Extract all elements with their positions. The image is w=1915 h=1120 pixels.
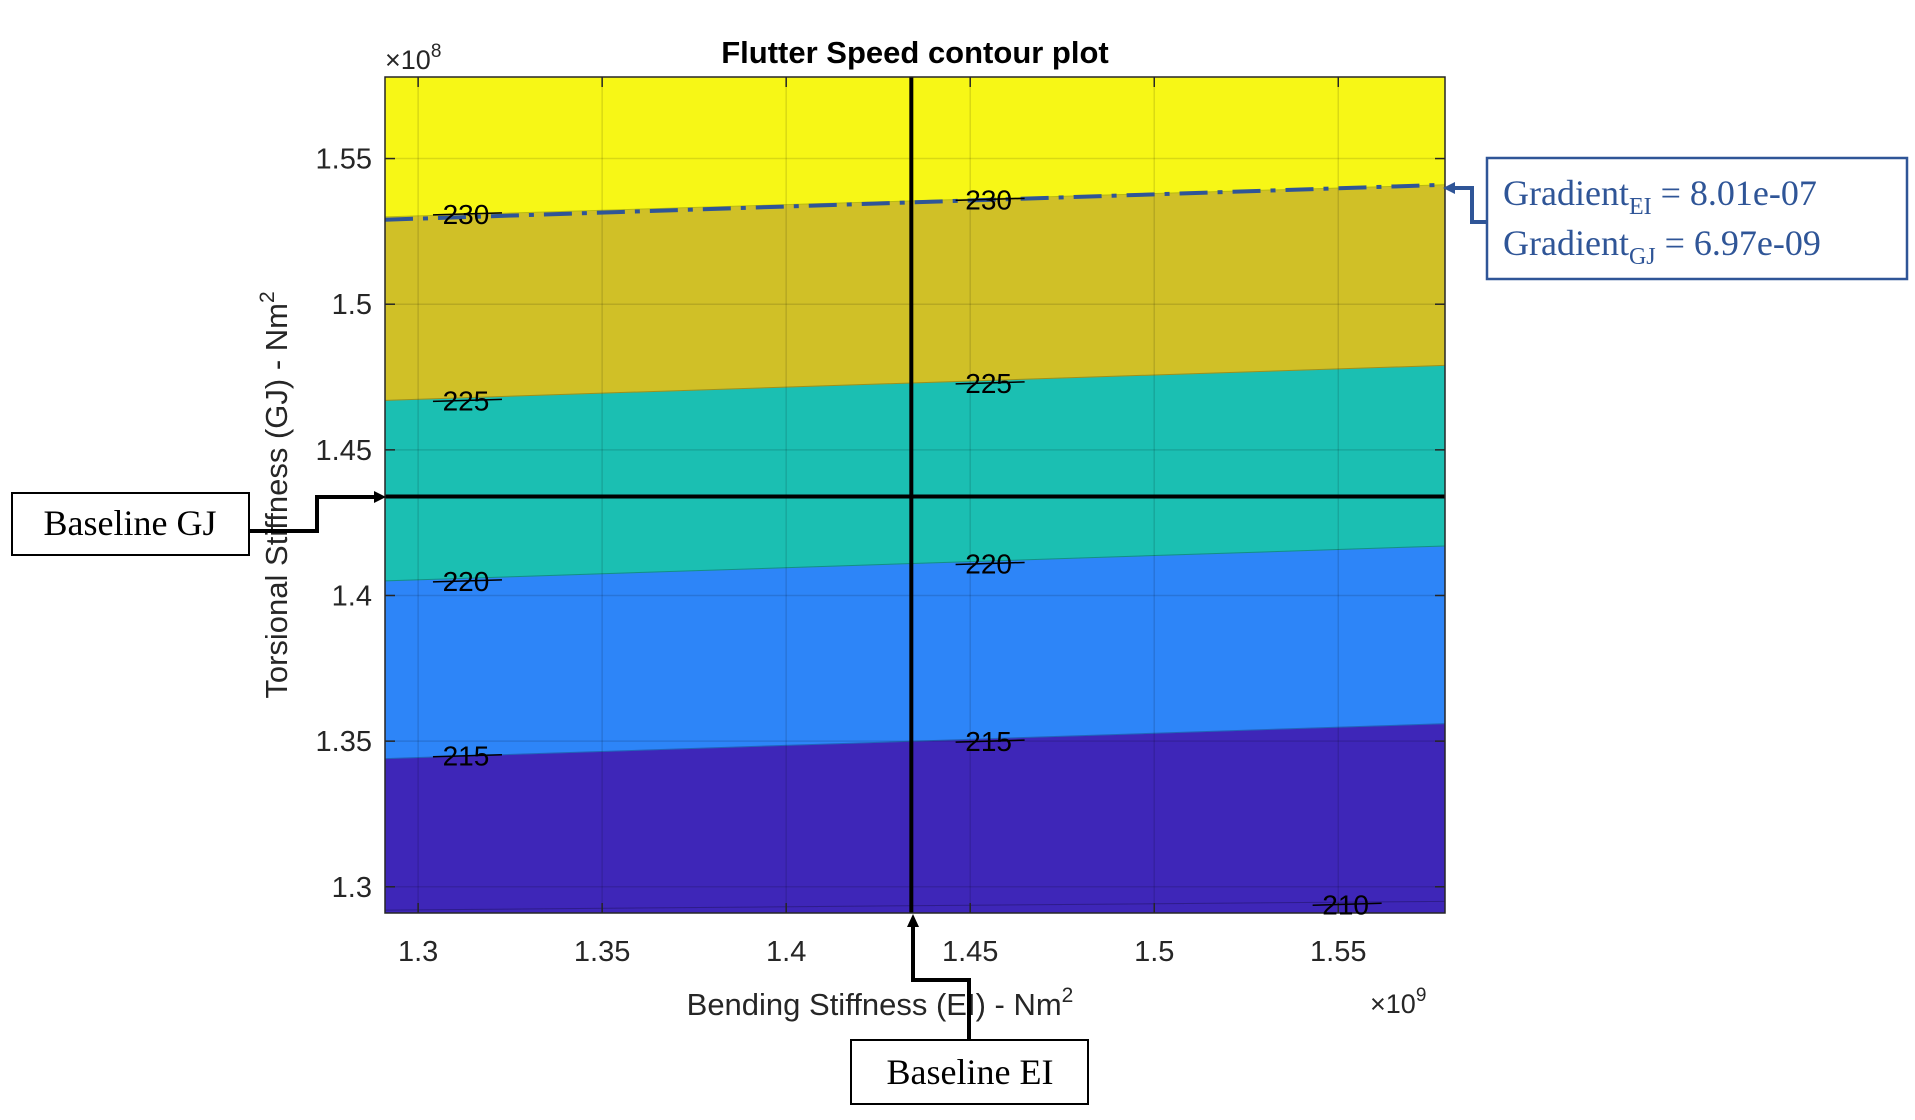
y-axis-multiplier: ×108 (385, 41, 441, 75)
contour-label-dash (1312, 902, 1382, 907)
y-tick-label: 1.5 (332, 289, 372, 321)
gradient-connector (1452, 186, 1487, 224)
baseline-lines (385, 77, 1445, 913)
contour-label: 230 (443, 199, 490, 230)
x-axis-multiplier: ×109 (1370, 985, 1426, 1019)
axis-ticks: 1.3 1.35 1.4 1.45 1.5 1.55 1.3 1.35 1.4 1.45 1.5 1.… (316, 77, 1445, 968)
contour-label: 215 (443, 741, 490, 772)
x-tick-label: 1.45 (942, 936, 998, 968)
baseline-gj-connector (249, 495, 376, 533)
contour-band (384, 364, 1446, 582)
x-tick-label: 1.55 (1310, 936, 1366, 968)
y-tick-label: 1.55 (316, 144, 372, 176)
contour-line-215 (384, 723, 1446, 760)
y-tick-label: 1.35 (316, 726, 372, 758)
contour-label: 215 (965, 726, 1012, 757)
chart-title: Flutter Speed contour plot (721, 35, 1109, 70)
x-axis-label: Bending Stiffness (EI) - Nm2 (687, 984, 1074, 1022)
contour-line-220 (384, 545, 1446, 582)
contour-label: 220 (443, 566, 490, 597)
x-tick-label: 1.5 (1134, 936, 1174, 968)
contour-label-dash (955, 197, 1025, 202)
contour-label: 220 (965, 548, 1012, 579)
y-tick-label: 1.4 (332, 580, 372, 612)
baseline-ei-connector (911, 925, 971, 1040)
contour-label: 225 (965, 368, 1012, 399)
contour-bands (384, 76, 1446, 914)
plot-frame (384, 76, 1446, 914)
contour-label-dash (432, 212, 502, 216)
baseline-ei-label: Baseline EI (887, 1052, 1054, 1092)
contour-label-dash (432, 579, 502, 583)
x-tick-label: 1.3 (398, 936, 438, 968)
gradient-arrowhead (1443, 182, 1455, 194)
contour-label-dash (955, 561, 1025, 566)
gradient-box (1485, 156, 1909, 281)
contour-labels: 210 215 215 220 220 225 225 230 230 (432, 184, 1382, 920)
baseline-gj-arrowhead (374, 491, 386, 503)
contour-line-225 (384, 364, 1446, 401)
gradient-ei-text: GradientEI = 8.01e-07 (1503, 173, 1817, 220)
y-axis-label: Torsional Stiffness (GJ) - Nm2 (256, 291, 294, 698)
x-tick-label: 1.4 (766, 936, 806, 968)
contour-label-dash (432, 398, 502, 403)
contour-label-dash (955, 739, 1025, 743)
contour-label: 210 (1322, 889, 1369, 920)
contour-label-dash (432, 753, 502, 758)
contour-label: 225 (443, 385, 490, 416)
baseline-ei-arrowhead (907, 914, 919, 927)
gradient-line (384, 182, 1446, 222)
y-tick-label: 1.45 (316, 435, 372, 467)
contour-band (384, 184, 1446, 401)
baseline-gj-box (11, 492, 250, 556)
baseline-gj-label: Baseline GJ (44, 503, 217, 543)
contour-label-dash (955, 381, 1025, 385)
x-tick-label: 1.35 (574, 936, 630, 968)
contour-line-210 (384, 900, 1446, 911)
contour-label: 230 (965, 184, 1012, 215)
contour-band (384, 545, 1446, 760)
gradient-line-layer (384, 182, 1446, 222)
gradient-gj-text: GradientGJ = 6.97e-09 (1503, 223, 1821, 270)
y-tick-label: 1.3 (332, 872, 372, 904)
